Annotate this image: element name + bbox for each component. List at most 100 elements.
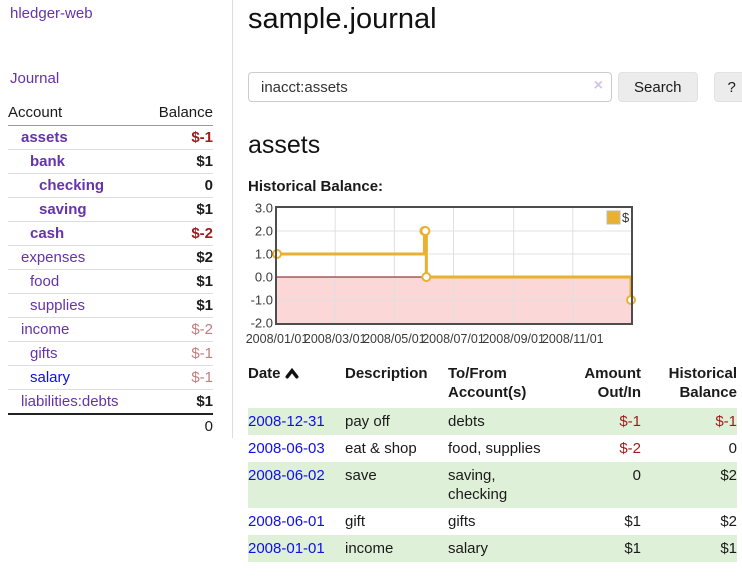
register-balance-cell: $-1 — [715, 413, 737, 430]
register-description-cell: income — [345, 540, 394, 557]
account-link[interactable]: liabilities:debts — [21, 393, 119, 410]
chart-canvas: $3.0 2.0 1.0 0.0 -1.0 -2.02008/01/012008/03/0… — [246, 201, 636, 346]
page-title: sample.journal — [248, 3, 437, 35]
register-row: 2008-06-01 gift gifts $1 $2 — [248, 508, 737, 535]
account-row: salary $-1 — [8, 365, 213, 390]
account-name-cell: salary — [8, 365, 146, 390]
account-balance-cell: $-2 — [145, 317, 213, 342]
account-balance-cell: $-2 — [145, 221, 213, 246]
sidebar: hledger-web Journal Account Balance asse… — [0, 0, 233, 438]
transaction-date-link[interactable]: 2008-06-01 — [248, 513, 325, 530]
svg-text:2008/11/01: 2008/11/01 — [542, 332, 604, 346]
accounts-header-account: Account — [8, 101, 146, 126]
account-row: liabilities:debts $1 — [8, 389, 213, 415]
account-link[interactable]: cash — [30, 225, 65, 242]
register-table-body: 2008-12-31 pay off debts $-1 $-1 2008-06-03 ea… — [248, 408, 737, 562]
search-form: × Search ? — [248, 72, 742, 102]
account-link[interactable]: saving — [39, 201, 87, 218]
account-row: gifts $-1 — [8, 341, 213, 366]
sort-ascending-icon — [285, 367, 299, 379]
transaction-date-link[interactable]: 2008-12-31 — [248, 413, 325, 430]
register-header-date[interactable]: Date — [248, 358, 345, 408]
account-name-cell: supplies — [8, 293, 146, 318]
account-balance-cell: $1 — [145, 197, 213, 222]
account-name-cell: assets — [8, 125, 146, 150]
register-accounts-cell: debts — [448, 413, 485, 430]
transaction-date-link[interactable]: 2008-06-03 — [248, 440, 325, 457]
account-balance-cell: 0 — [145, 173, 213, 198]
register-header-balance: Historical Balance — [668, 365, 737, 401]
account-link[interactable]: gifts — [30, 345, 58, 362]
search-button[interactable]: Search — [618, 72, 698, 102]
account-link[interactable]: food — [30, 273, 60, 290]
sidebar-item-journal[interactable]: Journal — [10, 70, 60, 87]
svg-text:1.0: 1.0 — [255, 247, 273, 262]
svg-text:3.0: 3.0 — [255, 201, 273, 216]
account-row: bank $1 — [8, 149, 213, 174]
register-date-cell: 2008-01-01 — [248, 535, 345, 562]
account-link[interactable]: supplies — [30, 297, 86, 314]
svg-text:2.0: 2.0 — [255, 224, 273, 239]
account-link[interactable]: salary — [30, 369, 71, 386]
account-link[interactable]: checking — [39, 177, 105, 194]
clear-search-icon[interactable]: × — [593, 77, 603, 94]
register-description-cell: pay off — [345, 413, 390, 430]
account-heading: assets — [248, 131, 321, 159]
svg-text:-1.0: -1.0 — [251, 293, 273, 308]
transaction-date-link[interactable]: 2008-01-01 — [248, 540, 325, 557]
account-name-cell: expenses — [8, 245, 146, 270]
svg-text:2008/01/01: 2008/01/01 — [246, 332, 309, 346]
register-header-amount: Amount Out/In — [584, 365, 641, 401]
chart-title: Historical Balance: — [248, 178, 384, 195]
register-date-cell: 2008-12-31 — [248, 408, 345, 435]
register-balance-cell: $2 — [720, 467, 737, 484]
svg-text:2008/03/01: 2008/03/01 — [304, 332, 367, 346]
help-button[interactable]: ? — [713, 72, 742, 102]
account-balance-cell: $1 — [145, 389, 213, 415]
register-accounts-cell: food, supplies — [448, 440, 541, 457]
account-row: expenses $2 — [8, 245, 213, 270]
account-row: checking 0 — [8, 173, 213, 198]
account-name-cell: income — [8, 317, 146, 342]
historical-balance-chart: $3.0 2.0 1.0 0.0 -1.0 -2.0 2008/01/01 2008/03/0… — [240, 200, 742, 350]
account-row: food $1 — [8, 269, 213, 294]
account-name-cell: saving — [8, 197, 146, 222]
accounts-table-body: assets $-1 bank $1 checking 0 saving $1 cash $-2 e… — [8, 125, 213, 415]
register-balance-cell: $1 — [720, 540, 737, 557]
accounts-header-balance: Balance — [145, 101, 213, 126]
svg-text:0.0: 0.0 — [255, 270, 273, 285]
register-balance-cell: $2 — [720, 513, 737, 530]
account-link[interactable]: assets — [21, 129, 68, 146]
account-name-cell: food — [8, 269, 146, 294]
register-row: 2008-06-03 eat & shop food, supplies $-2 0 — [248, 435, 737, 462]
register-header-accounts: To/From Account(s) — [448, 365, 527, 401]
search-input-wrap: × — [248, 72, 612, 102]
accounts-total-spacer — [8, 413, 146, 438]
register-description-cell: gift — [345, 513, 366, 530]
svg-text:2008/07/01: 2008/07/01 — [422, 332, 485, 346]
svg-text:2008/09/01: 2008/09/01 — [482, 332, 545, 346]
register-date-cell: 2008-06-02 — [248, 462, 345, 508]
account-link[interactable]: bank — [30, 153, 66, 170]
account-balance-cell: $-1 — [145, 341, 213, 366]
account-row: income $-2 — [8, 317, 213, 342]
account-link[interactable]: income — [21, 321, 70, 338]
account-name-cell: checking — [8, 173, 146, 198]
search-input[interactable] — [248, 72, 612, 102]
svg-text:2008/05/01: 2008/05/01 — [363, 332, 426, 346]
account-row: supplies $1 — [8, 293, 213, 318]
accounts-header-row: Account Balance — [8, 101, 213, 126]
register-header-row: Date Description To/From Account(s) Amou… — [248, 358, 737, 408]
accounts-table: Account Balance assets $-1 bank $1 checking 0… — [8, 101, 213, 438]
account-balance-cell: $1 — [145, 293, 213, 318]
svg-text:-2.0: -2.0 — [251, 316, 273, 331]
register-row: 2008-12-31 pay off debts $-1 $-1 — [248, 408, 737, 435]
accounts-total-value: 0 — [145, 413, 213, 438]
svg-text:$: $ — [622, 210, 630, 225]
register-amount-cell: $1 — [624, 540, 641, 557]
app-brand-link[interactable]: hledger-web — [10, 5, 93, 22]
account-link[interactable]: expenses — [21, 249, 86, 266]
register-amount-cell: 0 — [632, 467, 641, 484]
register-amount-cell: $-2 — [619, 440, 641, 457]
transaction-date-link[interactable]: 2008-06-02 — [248, 467, 325, 484]
